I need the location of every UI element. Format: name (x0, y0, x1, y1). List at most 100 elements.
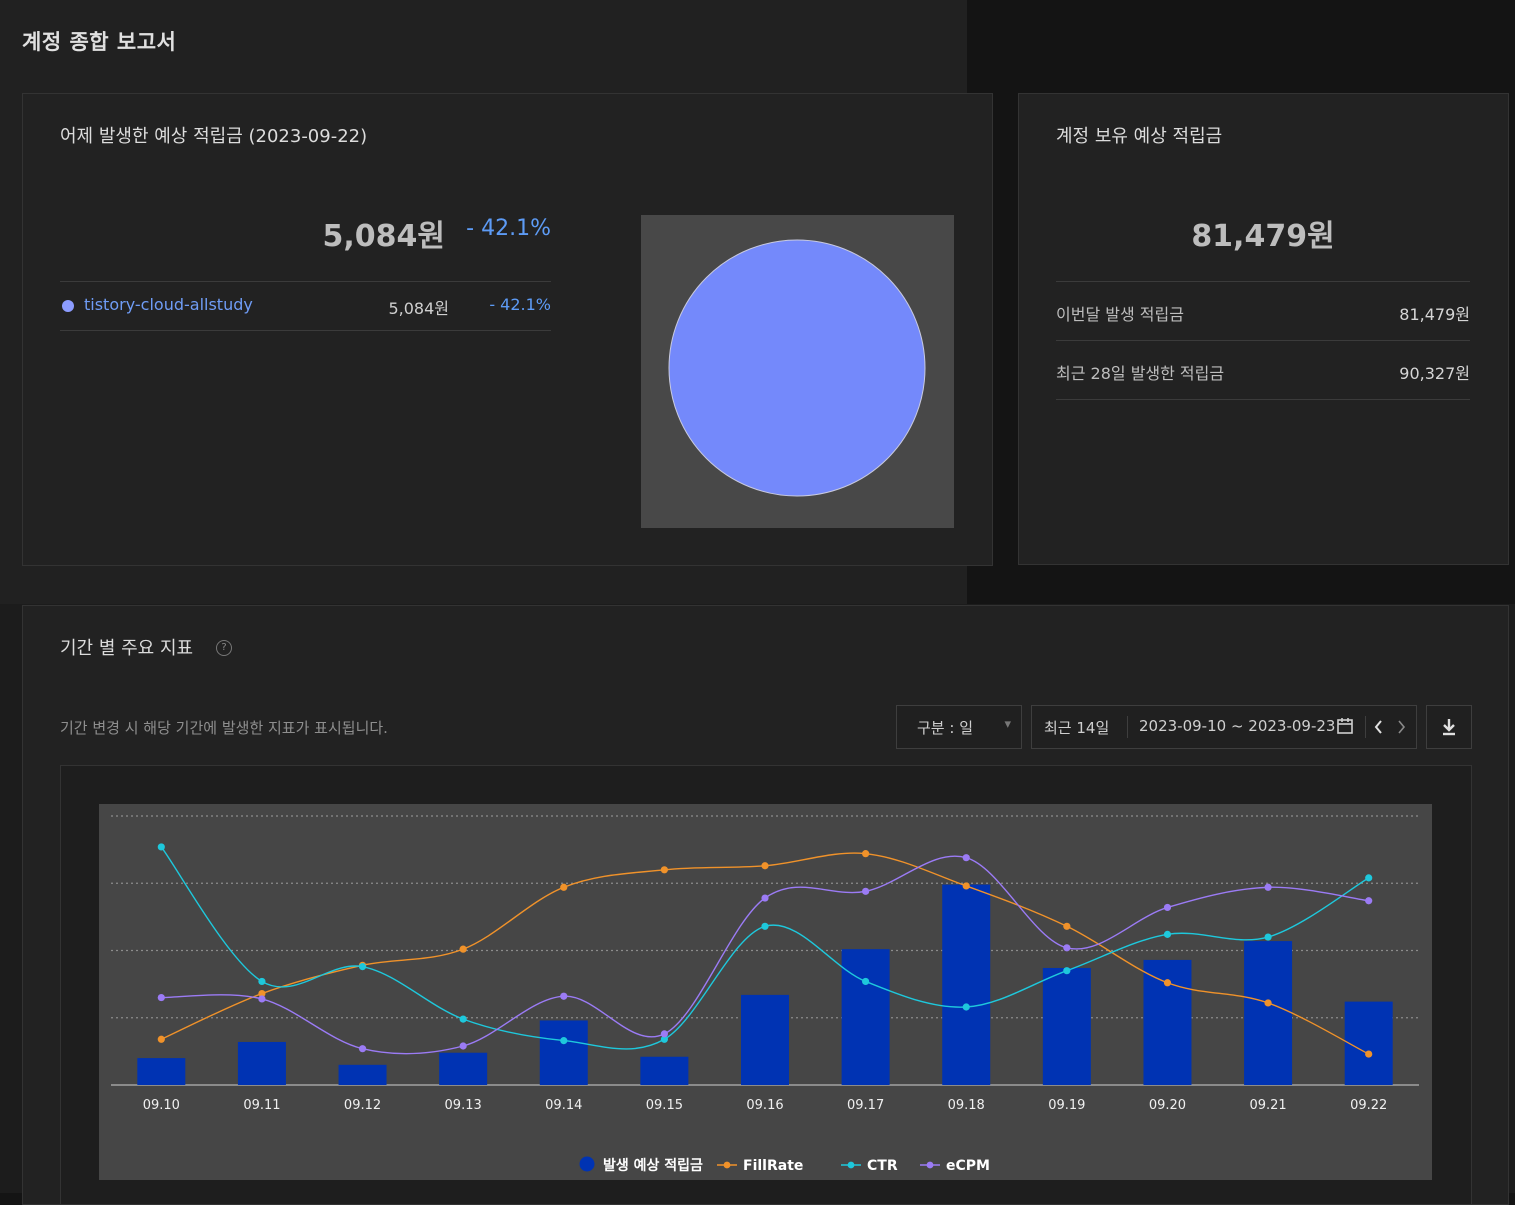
range-dates[interactable]: 2023-09-10 ~ 2023-09-23 (1139, 717, 1336, 735)
legend-label: eCPM (946, 1158, 990, 1174)
legend-marker (847, 1161, 855, 1169)
download-button[interactable] (1426, 705, 1472, 749)
data-point (560, 1037, 568, 1045)
bar (1344, 1001, 1393, 1085)
data-point (1163, 930, 1172, 938)
data-point (358, 1045, 367, 1053)
data-point (459, 1042, 467, 1050)
balance-card (1018, 93, 1509, 565)
legend-label: 발생 예상 적립금 (603, 1157, 703, 1174)
x-tick-label: 09.21 (1249, 1098, 1286, 1113)
data-point (660, 1035, 668, 1043)
bar (539, 1020, 588, 1085)
metrics-card-title: 기간 별 주요 지표 (60, 638, 194, 659)
x-tick-label: 09.10 (143, 1098, 180, 1113)
chevron-down-icon: ▾ (1004, 717, 1011, 732)
chart-plot-background (99, 804, 1432, 1180)
x-tick-label: 09.20 (1149, 1098, 1186, 1113)
blog-amount: 5,084원 (388, 299, 449, 318)
x-tick-label: 09.11 (243, 1098, 280, 1113)
divider (1056, 281, 1470, 282)
chevron-right-icon[interactable] (1394, 718, 1408, 740)
bar (841, 949, 890, 1085)
data-point (459, 1015, 467, 1023)
metrics-description: 기간 변경 시 해당 기간에 발생한 지표가 표시됩니다. (60, 719, 388, 737)
bar (137, 1058, 186, 1085)
x-tick-label: 09.17 (847, 1098, 884, 1113)
data-point (1063, 967, 1071, 975)
range-preset[interactable]: 최근 14일 (1044, 719, 1110, 737)
date-range-control[interactable]: 최근 14일 2023-09-10 ~ 2023-09-23 (1031, 705, 1417, 749)
chevron-left-icon[interactable] (1372, 718, 1386, 740)
data-point (459, 945, 467, 953)
unit-select[interactable]: 구분 : 일 ▾ (896, 705, 1022, 749)
data-point (862, 850, 870, 858)
month-earnings-value: 81,479원 (1399, 305, 1470, 324)
yesterday-total-amount: 5,084원 (322, 219, 446, 254)
data-point (1365, 874, 1373, 882)
blog-link[interactable]: tistory-cloud-allstudy (84, 295, 253, 314)
page-title: 계정 종합 보고서 (22, 30, 177, 54)
data-point (560, 883, 568, 891)
data-point (1365, 897, 1373, 905)
data-point (157, 843, 165, 851)
data-point (157, 993, 165, 1002)
data-point (1264, 933, 1272, 941)
data-point (761, 894, 769, 902)
month-earnings-label: 이번달 발생 적립금 (1056, 305, 1184, 324)
metrics-chart: 09.10 09.11 09.12 09.13 09.14 09.15 09.16 09.17… (99, 804, 1432, 1180)
data-point (157, 1035, 165, 1043)
x-tick-label: 09.14 (545, 1098, 582, 1113)
bar (942, 884, 991, 1085)
data-point (1163, 903, 1172, 912)
data-point (1063, 944, 1071, 952)
legend-label: CTR (867, 1158, 898, 1174)
legend-marker (723, 1161, 731, 1169)
data-point (358, 963, 367, 971)
bar (237, 1041, 286, 1085)
data-point (761, 922, 769, 930)
download-icon (1440, 717, 1458, 741)
yesterday-card-title: 어제 발생한 예상 적립금 (2023-09-22) (60, 126, 368, 147)
x-tick-label: 09.22 (1350, 1098, 1387, 1113)
balance-card-title: 계정 보유 예상 적립금 (1056, 126, 1223, 147)
bar (1042, 967, 1091, 1085)
bar (1143, 959, 1192, 1085)
range-divider (1365, 716, 1366, 738)
balance-total-amount: 81,479원 (1191, 219, 1335, 254)
data-point (258, 977, 266, 986)
x-tick-label: 09.15 (646, 1098, 683, 1113)
data-point (1264, 883, 1272, 891)
legend-label: FillRate (743, 1158, 803, 1174)
calendar-icon[interactable] (1336, 716, 1354, 740)
data-point (660, 866, 668, 874)
x-tick-label: 09.19 (1048, 1098, 1085, 1113)
yesterday-change-percent: - 42.1% (466, 216, 551, 241)
data-point (1365, 1050, 1373, 1058)
x-tick-label: 09.18 (948, 1098, 985, 1113)
data-point (1063, 922, 1071, 930)
data-point (660, 1030, 668, 1038)
data-point (761, 862, 769, 870)
x-tick-label: 09.12 (344, 1098, 381, 1113)
bar (338, 1064, 387, 1085)
divider (60, 330, 551, 331)
divider (60, 281, 551, 282)
data-point (1163, 979, 1172, 987)
data-point (560, 992, 568, 1000)
data-point (962, 854, 970, 862)
legend-marker (926, 1161, 934, 1169)
bar (1244, 941, 1293, 1085)
data-point (258, 989, 266, 998)
bar (439, 1052, 488, 1085)
data-point (962, 1003, 970, 1011)
data-point (862, 887, 870, 895)
data-point (962, 882, 970, 890)
legend-marker (579, 1156, 595, 1172)
pie-slice (668, 239, 926, 497)
pie-chart (641, 215, 954, 528)
x-tick-label: 09.16 (746, 1098, 783, 1113)
help-icon[interactable]: ? (216, 640, 232, 656)
range-divider (1127, 716, 1128, 738)
data-point (1264, 999, 1272, 1007)
